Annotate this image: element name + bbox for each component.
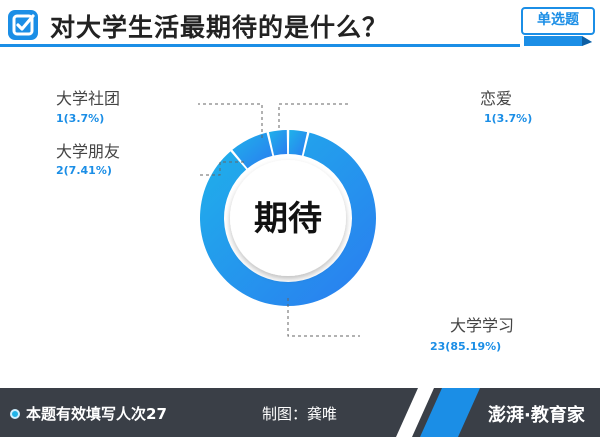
- center-label: 期待: [254, 199, 322, 239]
- label-love: 恋爱: [480, 89, 513, 108]
- single-choice-badge: 单选题: [520, 6, 596, 46]
- chart-credit: 制图：龚唯: [262, 405, 338, 423]
- badge-label: 单选题: [537, 12, 579, 28]
- leader-line-club: [198, 103, 263, 138]
- value-love: 1(3.7%): [484, 112, 533, 125]
- leader-line-study: [287, 298, 360, 337]
- label-study: 大学学习: [450, 316, 515, 335]
- response-count: 本题有效填写人次27: [26, 405, 167, 423]
- label-club: 大学社团: [56, 89, 121, 108]
- donut-center: [230, 160, 346, 276]
- page-title: 对大学生活最期待的是什么？: [50, 13, 389, 42]
- check-icon: [8, 10, 38, 40]
- slice-love: [288, 130, 308, 156]
- brand-logo: 澎湃·教育家: [488, 405, 585, 426]
- header-divider: [0, 44, 520, 47]
- value-study: 23(85.19%): [430, 340, 502, 353]
- slice-friend: [232, 132, 273, 169]
- value-friend: 2(7.41%): [56, 164, 112, 177]
- label-friend: 大学朋友: [56, 142, 121, 161]
- footer: 本题有效填写人次27 制图：龚唯 澎湃·教育家: [0, 388, 600, 437]
- value-club: 1(3.7%): [56, 112, 105, 125]
- header: 对大学生活最期待的是什么？ 单选题: [0, 0, 600, 52]
- leader-line-love: [278, 103, 350, 128]
- bullet-icon: [10, 409, 20, 419]
- leader-line-friend: [198, 161, 244, 176]
- slice-club: [268, 130, 288, 156]
